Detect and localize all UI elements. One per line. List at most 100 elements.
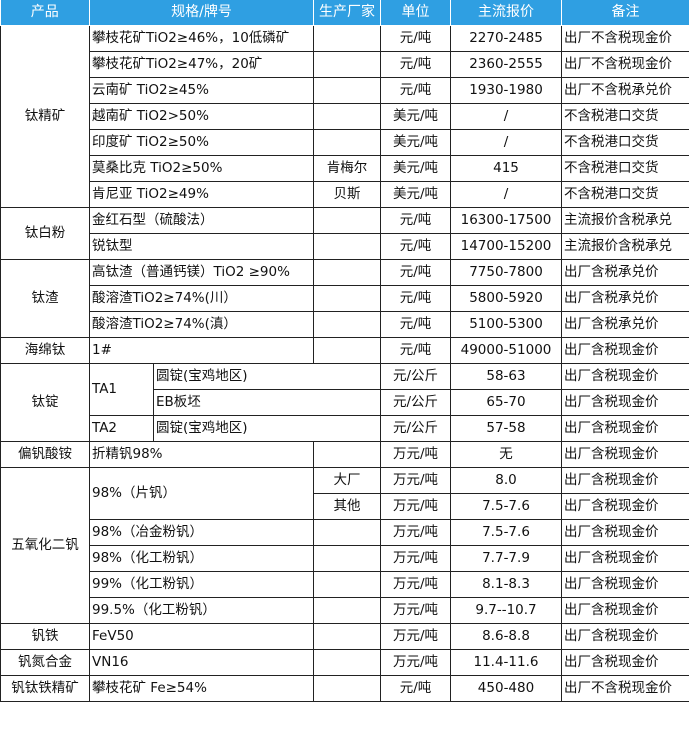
table-row: 98%（化工粉钒） 万元/吨 7.7-7.9 出厂含税现金价 [1, 545, 689, 572]
header-product: 产品 [0, 0, 90, 26]
unit-cell: 万元/吨 [380, 467, 451, 494]
price-cell: 1930-1980 [450, 77, 562, 104]
header-spec: 规格/牌号 [89, 0, 314, 26]
table-row: 其他 万元/吨 7.5-7.6 出厂含税现金价 [1, 493, 689, 520]
price-cell: 7.7-7.9 [450, 545, 562, 572]
unit-cell: 美元/吨 [380, 129, 451, 156]
remark-cell: 出厂含税现金价 [561, 337, 689, 364]
table-row: EB板坯 元/公斤 65-70 出厂含税现金价 [1, 389, 689, 416]
remark-cell: 出厂不含税现金价 [561, 25, 689, 52]
maker-cell [313, 25, 381, 52]
maker-cell [313, 545, 381, 572]
product-cell: 钒钛铁精矿 [0, 675, 90, 702]
spec-cell: 99%（化工粉钒） [89, 571, 314, 598]
table-row: 偏钒酸铵 折精钒98% 万元/吨无出厂含税现金价 [0, 441, 689, 468]
table-row: 攀枝花矿TiO2≥47%，20矿 元/吨 2360-2555 出厂不含税现金价 [1, 51, 689, 78]
product-cell: 钒氮合金 [0, 649, 90, 676]
spec-cell: TA2 [89, 415, 154, 442]
header-unit: 单位 [380, 0, 451, 26]
maker-cell [313, 649, 381, 676]
remark-cell: 出厂含税现金价 [561, 441, 689, 468]
maker-cell: 大厂 [313, 467, 381, 494]
unit-cell: 万元/吨 [380, 519, 451, 546]
table-row: 钛锭 TA1 圆锭(宝鸡地区) 元/公斤 58-63 出厂含税现金价 [0, 363, 689, 442]
remark-cell: 出厂不含税承兑价 [561, 77, 689, 104]
spec-cell: 攀枝花矿TiO2≥47%，20矿 [89, 51, 314, 78]
maker-cell [313, 337, 381, 364]
product-cell: 钛白粉 [0, 207, 90, 260]
product-cell: 五氧化二钒 [0, 467, 90, 624]
unit-cell: 元/吨 [380, 259, 451, 286]
price-cell: 9.7--10.7 [450, 597, 562, 624]
product-cell: 钛精矿 [0, 25, 90, 208]
remark-cell: 出厂含税现金价 [561, 545, 689, 572]
maker-cell [313, 311, 381, 338]
unit-cell: 美元/吨 [380, 181, 451, 208]
table-row: 肯尼亚 TiO2≥49% 贝斯 美元/吨 / 不含税港口交货 [1, 181, 689, 208]
unit-cell: 美元/吨 [380, 103, 451, 130]
remark-cell: 出厂含税现金价 [561, 363, 689, 390]
price-cell: 65-70 [450, 389, 562, 416]
spec-cell: FeV50 [89, 623, 314, 650]
maker-cell [313, 103, 381, 130]
remark-cell: 出厂含税现金价 [561, 597, 689, 624]
product-cell: 偏钒酸铵 [0, 441, 90, 468]
spec-cell: 金红石型（硫酸法） [89, 207, 314, 234]
product-cell: 海绵钛 [0, 337, 90, 364]
remark-cell: 出厂不含税现金价 [561, 675, 689, 702]
remark-cell: 出厂含税现金价 [561, 415, 689, 442]
unit-cell: 元/吨 [380, 25, 451, 52]
price-cell: / [450, 129, 562, 156]
price-cell: 415 [450, 155, 562, 182]
spec-cell: 云南矿 TiO2≥45% [89, 77, 314, 104]
unit-cell: 元/吨 [380, 207, 451, 234]
price-cell: 16300-17500 [450, 207, 562, 234]
unit-cell: 美元/吨 [380, 155, 451, 182]
table-row: 海绵钛 1# 元/吨 49000-51000 出厂含税现金价 [0, 337, 689, 364]
spec-cell: 98%（冶金粉钒） [89, 519, 314, 546]
table-row: 99%（化工粉钒） 万元/吨 8.1-8.3 出厂含税现金价 [1, 571, 689, 598]
spec-cell: 98%（化工粉钒） [89, 545, 314, 572]
price-cell: 2360-2555 [450, 51, 562, 78]
table-row: 越南矿 TiO2>50% 美元/吨 / 不含税港口交货 [1, 103, 689, 130]
spec-cell: VN16 [89, 649, 314, 676]
price-cell: 7.5-7.6 [450, 519, 562, 546]
maker-cell: 肯梅尔 [313, 155, 381, 182]
price-cell: 8.6-8.8 [450, 623, 562, 650]
price-cell: 7.5-7.6 [450, 493, 562, 520]
remark-cell: 出厂含税现金价 [561, 467, 689, 494]
spec-cell: 99.5%（化工粉钒） [89, 597, 314, 624]
maker-cell [313, 259, 381, 286]
unit-cell: 元/吨 [380, 77, 451, 104]
header-maker: 生产厂家 [313, 0, 381, 26]
maker-cell: 其他 [313, 493, 381, 520]
unit-cell: 元/公斤 [380, 389, 451, 416]
remark-cell: 出厂不含税现金价 [561, 51, 689, 78]
remark-cell: 不含税港口交货 [561, 181, 689, 208]
unit-cell: 元/吨 [380, 311, 451, 338]
remark-cell: 出厂含税现金价 [561, 649, 689, 676]
table-row: 莫桑比克 TiO2≥50% 肯梅尔 美元/吨 415 不含税港口交货 [1, 155, 689, 182]
remark-cell: 主流报价含税承兑 [561, 207, 689, 234]
table-row: 印度矿 TiO2≥50% 美元/吨 / 不含税港口交货 [1, 129, 689, 156]
spec-cell: 攀枝花矿TiO2≥46%，10低磷矿 [89, 25, 314, 52]
spec-sub-cell: 圆锭(宝鸡地区) [153, 415, 381, 442]
unit-cell: 元/吨 [380, 285, 451, 312]
unit-cell: 元/吨 [380, 233, 451, 260]
spec-cell: 锐钛型 [89, 233, 314, 260]
maker-cell: 贝斯 [313, 181, 381, 208]
table-row: 云南矿 TiO2≥45% 元/吨 1930-1980 出厂不含税承兑价 [1, 77, 689, 104]
spec-cell: 酸溶渣TiO2≥74%(滇） [89, 311, 314, 338]
price-cell: / [450, 103, 562, 130]
unit-cell: 元/公斤 [380, 363, 451, 390]
unit-cell: 万元/吨 [380, 545, 451, 572]
price-cell: 2270-2485 [450, 25, 562, 52]
table-row: 钒氮合金 VN16 万元/吨 11.4-11.6 出厂含税现金价 [0, 649, 689, 676]
table-row: 锐钛型 元/吨 14700-15200 主流报价含税承兑 [1, 233, 689, 260]
price-cell: 49000-51000 [450, 337, 562, 364]
maker-cell [313, 571, 381, 598]
price-cell: 11.4-11.6 [450, 649, 562, 676]
unit-cell: 元/吨 [380, 337, 451, 364]
remark-cell: 出厂含税现金价 [561, 493, 689, 520]
remark-cell: 出厂含税承兑价 [561, 259, 689, 286]
